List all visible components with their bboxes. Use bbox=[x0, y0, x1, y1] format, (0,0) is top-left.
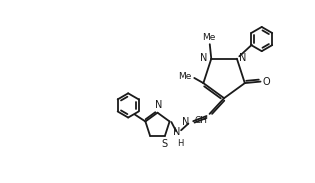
Text: O: O bbox=[262, 77, 270, 87]
Text: H: H bbox=[177, 139, 183, 148]
Text: N: N bbox=[173, 127, 180, 137]
Text: S: S bbox=[161, 139, 168, 149]
Text: N: N bbox=[239, 53, 246, 63]
Text: N: N bbox=[182, 117, 190, 127]
Text: CH: CH bbox=[194, 116, 208, 125]
Text: Me: Me bbox=[203, 33, 216, 42]
Text: N: N bbox=[155, 100, 162, 110]
Text: N: N bbox=[200, 53, 207, 63]
Text: Me: Me bbox=[179, 72, 192, 81]
